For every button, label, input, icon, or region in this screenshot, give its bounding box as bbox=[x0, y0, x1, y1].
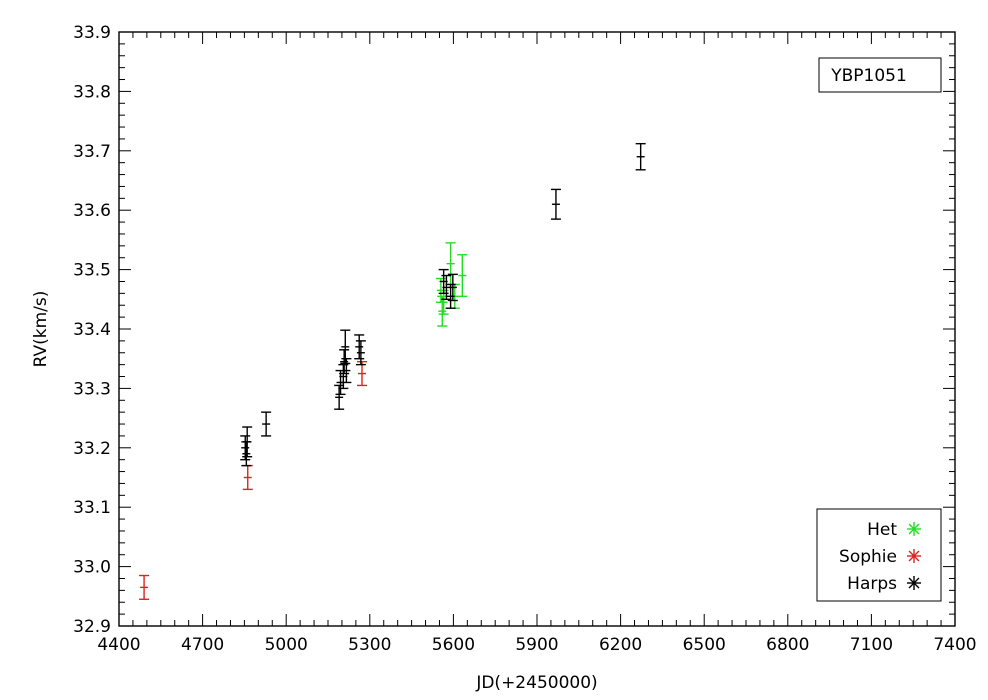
legend-symbol-het bbox=[907, 522, 921, 536]
harps-data-point bbox=[355, 340, 366, 366]
harps-data-point bbox=[550, 188, 561, 220]
harps-data-point bbox=[354, 334, 365, 360]
annotation-frame bbox=[818, 57, 942, 93]
x-tick-label: 7400 bbox=[933, 635, 976, 655]
het-data-point bbox=[457, 254, 468, 298]
legend-asterisk-stroke bbox=[908, 577, 920, 589]
harps-data-point bbox=[242, 426, 253, 458]
legend-symbol-harps bbox=[907, 576, 921, 590]
x-tick-label: 6200 bbox=[599, 635, 642, 655]
data-points bbox=[139, 142, 646, 600]
x-axis-label: JD(+2450000) bbox=[475, 673, 597, 693]
harps-data-point bbox=[635, 142, 646, 171]
x-tick-label: 5900 bbox=[515, 635, 558, 655]
x-tick-label: 6800 bbox=[766, 635, 809, 655]
y-tick-label: 33.1 bbox=[73, 498, 111, 518]
annotation-box: YBP1051 bbox=[818, 57, 942, 93]
legend-symbols bbox=[907, 522, 921, 590]
sophie-data-point bbox=[356, 360, 367, 387]
y-tick-label: 33.9 bbox=[73, 23, 111, 43]
x-tick-label: 6500 bbox=[683, 635, 726, 655]
y-tick-label: 33.3 bbox=[73, 379, 111, 399]
annotation-label: YBP1051 bbox=[830, 66, 907, 86]
legend-asterisk-stroke bbox=[908, 550, 920, 562]
harps-data-point bbox=[447, 273, 458, 302]
y-tick-label: 33.6 bbox=[73, 201, 111, 221]
y-tick-label: 32.9 bbox=[73, 617, 111, 637]
sophie-data-point bbox=[242, 464, 253, 491]
harps-data-point bbox=[261, 411, 272, 437]
sophie-data-point bbox=[139, 574, 150, 600]
harps-data-point bbox=[334, 384, 345, 410]
legend-label-sophie: Sophie bbox=[839, 547, 897, 567]
legend-symbol-sophie bbox=[907, 549, 921, 563]
legend: Het Sophie Harps bbox=[816, 508, 942, 602]
x-tick-label: 5600 bbox=[432, 635, 475, 655]
axis-ticks bbox=[118, 31, 956, 627]
x-tick-label: 5000 bbox=[265, 635, 308, 655]
y-axis-label: RV(km/s) bbox=[31, 291, 51, 368]
x-tick-label: 7100 bbox=[850, 635, 893, 655]
y-tick-label: 33.8 bbox=[73, 82, 111, 102]
x-tick-label: 4400 bbox=[97, 635, 140, 655]
legend-frame bbox=[816, 508, 942, 602]
y-tick-labels: 32.9 33.0 33.1 33.2 33.3 33.4 33.5 33.6 33.7 33.8… bbox=[73, 23, 111, 637]
harps-data-point bbox=[338, 363, 349, 390]
x-tick-label: 5300 bbox=[348, 635, 391, 655]
harps-data-point bbox=[341, 358, 352, 384]
x-tick-labels: 4400 4700 5000 5300 5600 5900 6200 6500 6800 7100… bbox=[97, 635, 976, 655]
harps-data-point bbox=[241, 441, 252, 467]
y-tick-label: 33.7 bbox=[73, 142, 111, 162]
y-tick-label: 33.0 bbox=[73, 558, 111, 578]
y-tick-label: 33.2 bbox=[73, 439, 111, 459]
het-data-point bbox=[437, 295, 448, 327]
y-tick-label: 33.4 bbox=[73, 320, 111, 340]
x-tick-label: 4700 bbox=[181, 635, 224, 655]
harps-data-point bbox=[240, 435, 251, 461]
legend-label-het: Het bbox=[867, 520, 897, 540]
y-tick-label: 33.5 bbox=[73, 261, 111, 281]
harps-data-point bbox=[340, 329, 351, 365]
legend-label-harps: Harps bbox=[847, 574, 897, 594]
legend-asterisk-stroke bbox=[908, 523, 920, 535]
harps-data-point bbox=[445, 283, 456, 309]
